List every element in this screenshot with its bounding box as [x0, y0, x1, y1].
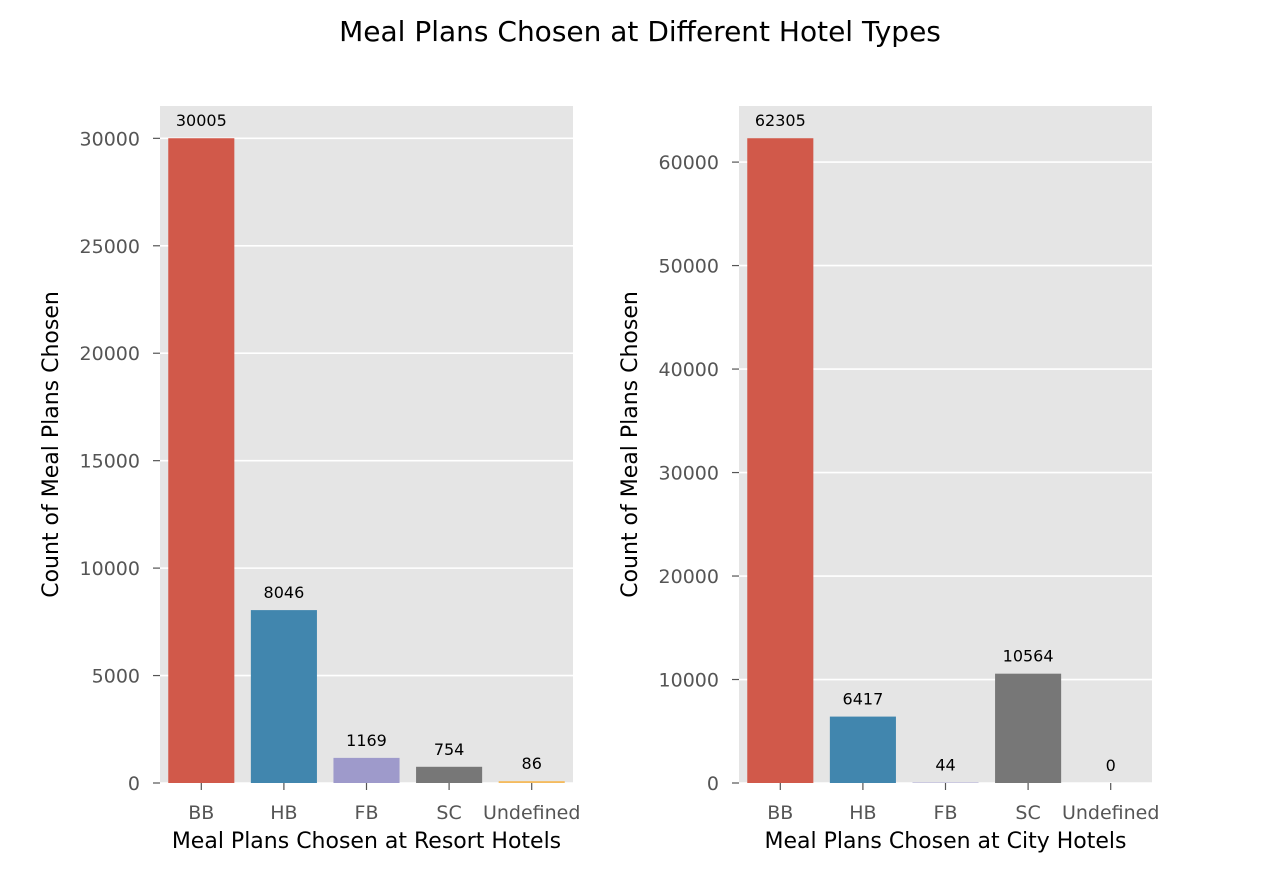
- x-tick-label: BB: [767, 802, 793, 824]
- x-tick-label: SC: [436, 802, 461, 824]
- x-tick-label: BB: [188, 802, 214, 824]
- bar-sc: [416, 766, 483, 783]
- x-tick-label: HB: [849, 802, 876, 824]
- bar-value-label: 30005: [176, 111, 227, 130]
- y-tick-label: 20000: [659, 566, 719, 588]
- bar-bb: [747, 138, 814, 784]
- x-tick-label: Undefined: [1062, 802, 1159, 824]
- y-tick-label: 5000: [92, 666, 140, 688]
- bar-value-label: 0: [1106, 756, 1116, 775]
- x-tick-label: FB: [355, 802, 379, 824]
- bar-hb: [829, 716, 896, 783]
- x-axis-label: Meal Plans Chosen at City Hotels: [764, 829, 1126, 854]
- bar-value-label: 86: [522, 754, 542, 773]
- bar-value-label: 10564: [1003, 647, 1054, 666]
- x-tick-label: Undefined: [483, 802, 580, 824]
- x-tick-label: FB: [934, 802, 958, 824]
- y-tick-label: 30000: [659, 463, 719, 485]
- y-tick-label: 0: [128, 773, 140, 795]
- y-tick-label: 10000: [659, 670, 719, 692]
- y-tick-label: 25000: [80, 236, 140, 258]
- bar-value-label: 44: [935, 756, 955, 775]
- bar-fb: [333, 757, 400, 783]
- y-tick-label: 30000: [80, 128, 140, 150]
- y-tick-label: 40000: [659, 359, 719, 381]
- y-tick-label: 50000: [659, 256, 719, 278]
- y-tick-label: 10000: [80, 558, 140, 580]
- bar-value-label: 1169: [346, 731, 387, 750]
- resort-chart-panel: 0 5000 10000 15000 20000 25000 30000 30005 BB 804…: [39, 106, 580, 854]
- bar-hb: [250, 610, 317, 783]
- bar-sc: [995, 673, 1062, 783]
- x-axis-label: Meal Plans Chosen at Resort Hotels: [172, 829, 561, 854]
- bar-value-label: 62305: [755, 111, 806, 130]
- y-tick-label: 0: [707, 773, 719, 795]
- figure-title: Meal Plans Chosen at Different Hotel Typ…: [339, 15, 941, 48]
- y-axis-label: Count of Meal Plans Chosen: [618, 291, 643, 598]
- y-tick-label: 60000: [659, 152, 719, 174]
- x-tick-label: HB: [270, 802, 297, 824]
- city-chart-panel: 0 10000 20000 30000 40000 50000 60000 62305 BB 64…: [618, 106, 1159, 854]
- bar-value-label: 754: [434, 740, 465, 759]
- bar-bb: [168, 138, 235, 783]
- bar-value-label: 8046: [264, 583, 305, 602]
- y-tick-label: 15000: [80, 451, 140, 473]
- y-axis-label: Count of Meal Plans Chosen: [39, 291, 64, 598]
- bar-value-label: 6417: [843, 690, 884, 709]
- bar-undefined: [498, 781, 565, 783]
- x-tick-label: SC: [1015, 802, 1040, 824]
- y-tick-label: 20000: [80, 343, 140, 365]
